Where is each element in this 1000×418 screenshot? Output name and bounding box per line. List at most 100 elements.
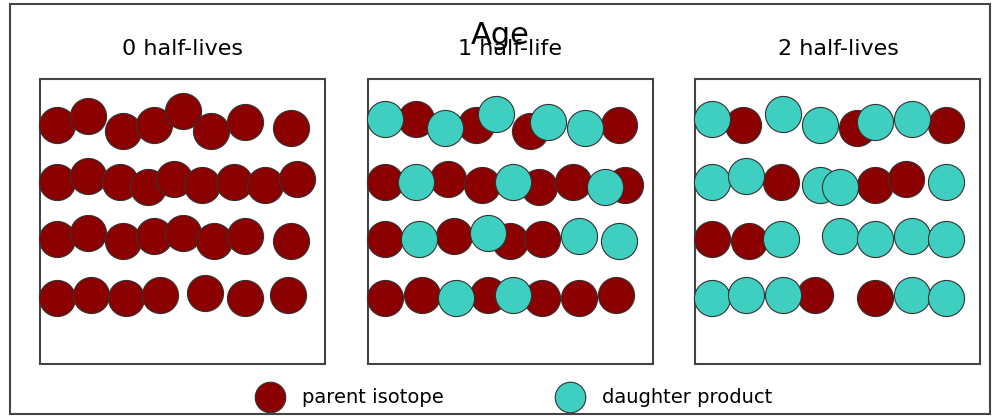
Point bbox=[448, 295, 464, 302]
Point bbox=[377, 116, 393, 122]
Point bbox=[118, 295, 134, 302]
Point bbox=[237, 119, 253, 125]
Point bbox=[608, 292, 624, 299]
Point bbox=[174, 107, 190, 114]
Point bbox=[446, 232, 462, 239]
Text: Age: Age bbox=[471, 21, 529, 50]
Point bbox=[280, 292, 296, 299]
Point bbox=[562, 394, 578, 400]
Point bbox=[440, 176, 456, 182]
Point bbox=[531, 184, 547, 191]
Point bbox=[611, 238, 627, 245]
Point bbox=[938, 295, 954, 302]
Point bbox=[237, 295, 253, 302]
Point bbox=[166, 176, 182, 182]
Point bbox=[938, 235, 954, 242]
Point bbox=[812, 181, 828, 188]
Point bbox=[80, 113, 96, 120]
Point bbox=[197, 289, 213, 296]
Point bbox=[904, 292, 920, 299]
Point bbox=[571, 232, 587, 239]
Point bbox=[505, 292, 521, 299]
Point bbox=[735, 122, 751, 128]
Point bbox=[611, 122, 627, 128]
Point bbox=[408, 116, 424, 122]
Point bbox=[474, 181, 490, 188]
Point bbox=[898, 176, 914, 182]
Point bbox=[411, 235, 427, 242]
Point bbox=[704, 295, 720, 302]
Point bbox=[704, 235, 720, 242]
Point bbox=[904, 116, 920, 122]
Point bbox=[522, 127, 538, 134]
Point bbox=[938, 122, 954, 128]
Bar bbox=[368, 79, 653, 364]
Point bbox=[80, 173, 96, 179]
Point bbox=[237, 232, 253, 239]
Point bbox=[577, 125, 593, 131]
Point bbox=[904, 232, 920, 239]
Point bbox=[534, 295, 550, 302]
Point bbox=[437, 125, 453, 131]
Point bbox=[206, 238, 222, 245]
Point bbox=[832, 232, 848, 239]
Point bbox=[377, 235, 393, 242]
Point bbox=[414, 292, 430, 299]
Point bbox=[775, 110, 791, 117]
Point bbox=[616, 181, 633, 188]
Point bbox=[571, 295, 587, 302]
Bar bbox=[40, 79, 325, 364]
Text: 0 half-lives: 0 half-lives bbox=[122, 38, 242, 59]
Point bbox=[480, 229, 496, 236]
Point bbox=[203, 127, 219, 134]
Point bbox=[832, 184, 848, 191]
Point bbox=[775, 292, 791, 299]
Point bbox=[505, 178, 521, 185]
Point bbox=[938, 178, 954, 185]
Point bbox=[807, 292, 823, 299]
Point bbox=[262, 394, 278, 400]
Point bbox=[80, 229, 96, 236]
Point bbox=[49, 178, 65, 185]
Point bbox=[738, 173, 754, 179]
Point bbox=[377, 295, 393, 302]
Point bbox=[704, 178, 720, 185]
Point bbox=[867, 181, 883, 188]
Point bbox=[226, 178, 242, 185]
Point bbox=[597, 184, 613, 191]
Point bbox=[174, 229, 190, 236]
Point bbox=[49, 235, 65, 242]
Point bbox=[283, 238, 299, 245]
Point bbox=[115, 238, 131, 245]
Point bbox=[772, 235, 788, 242]
Point bbox=[534, 235, 550, 242]
Point bbox=[152, 292, 168, 299]
Text: parent isotope: parent isotope bbox=[302, 387, 444, 407]
Point bbox=[140, 184, 156, 191]
Point bbox=[194, 181, 210, 188]
Point bbox=[468, 122, 484, 128]
Point bbox=[812, 122, 828, 128]
Point bbox=[772, 178, 788, 185]
Point bbox=[115, 127, 131, 134]
Point bbox=[741, 238, 757, 245]
Point bbox=[849, 125, 865, 131]
Text: 2 half-lives: 2 half-lives bbox=[778, 38, 898, 59]
Point bbox=[283, 125, 299, 131]
Point bbox=[480, 292, 496, 299]
Point bbox=[49, 122, 65, 128]
Point bbox=[408, 178, 424, 185]
Point bbox=[112, 178, 128, 185]
Point bbox=[502, 238, 518, 245]
Point bbox=[738, 292, 754, 299]
Bar bbox=[695, 79, 980, 364]
Point bbox=[146, 232, 162, 239]
Point bbox=[377, 178, 393, 185]
Point bbox=[257, 181, 273, 188]
Point bbox=[83, 292, 99, 299]
Point bbox=[488, 110, 504, 117]
Text: 1 half-life: 1 half-life bbox=[458, 38, 562, 59]
Point bbox=[288, 176, 304, 182]
Point bbox=[146, 122, 162, 128]
Point bbox=[867, 295, 883, 302]
